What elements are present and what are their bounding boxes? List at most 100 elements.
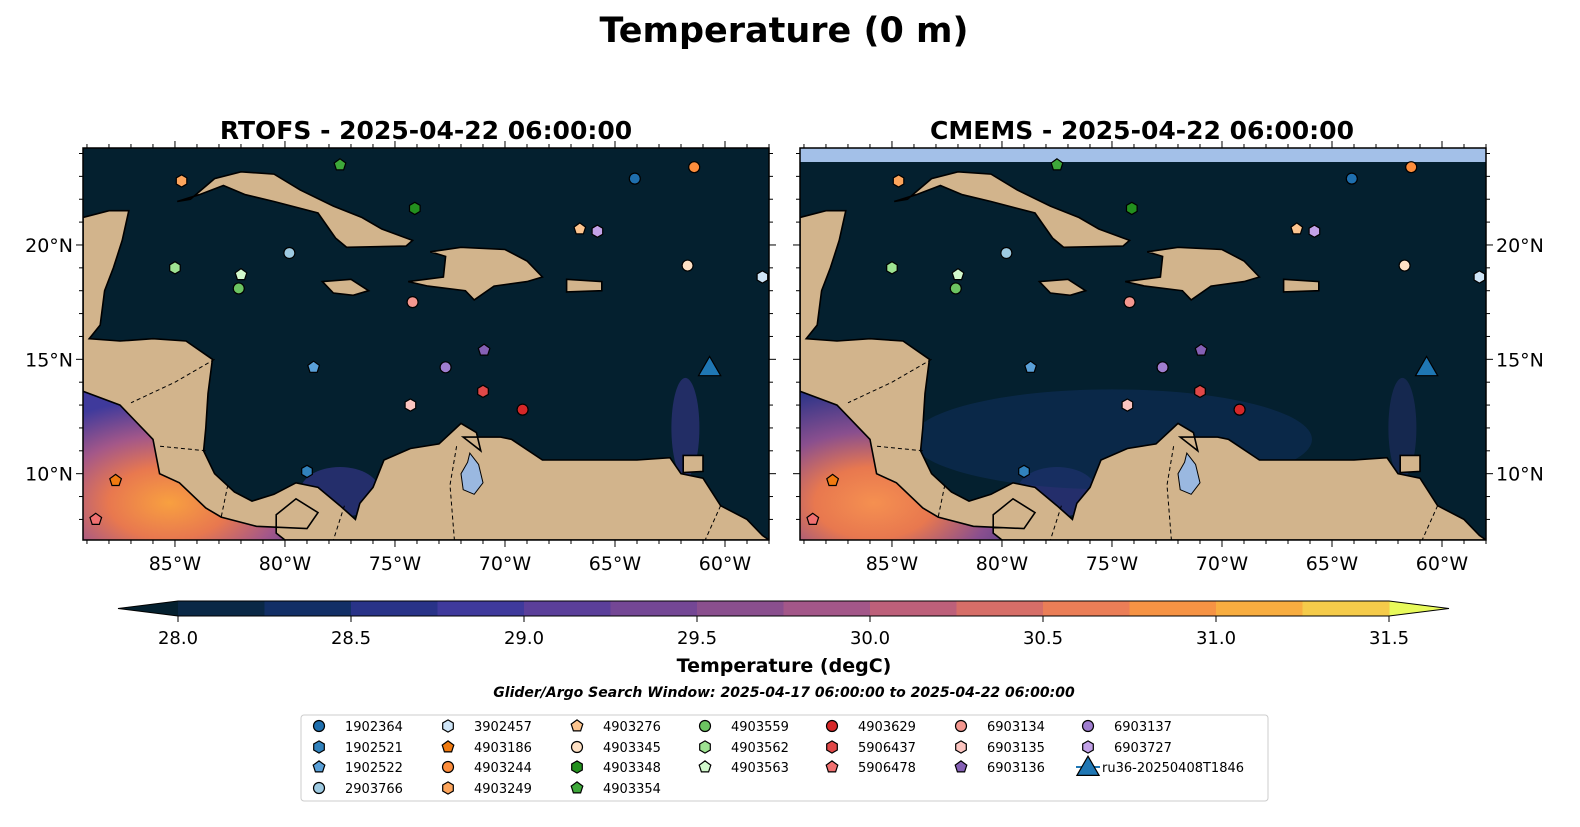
legend-item: 6903134 bbox=[954, 719, 1045, 735]
marker-5906478 bbox=[825, 760, 839, 773]
x-tick-label: 85°W bbox=[866, 553, 919, 575]
marker-1902364 bbox=[1345, 172, 1358, 185]
legend-label: 6903136 bbox=[987, 761, 1045, 776]
marker-6903727 bbox=[1082, 740, 1094, 754]
marker-4903563 bbox=[234, 267, 248, 281]
legend-label: 6903727 bbox=[1114, 741, 1172, 756]
legend-label: 4903244 bbox=[474, 761, 532, 776]
marker-5906437 bbox=[477, 384, 489, 399]
marker-ru36-20250408T1846 bbox=[1414, 355, 1439, 377]
marker-1902364 bbox=[628, 172, 641, 185]
legend-item: 4903244 bbox=[441, 760, 532, 776]
marker-6903135 bbox=[1121, 398, 1134, 412]
country-border bbox=[1049, 505, 1062, 540]
marker-6903727 bbox=[1308, 224, 1321, 238]
marker-4903559 bbox=[698, 719, 712, 733]
country-border bbox=[220, 484, 229, 518]
land-hispaniola bbox=[408, 246, 544, 301]
land-mainland bbox=[800, 209, 1486, 540]
country-border bbox=[1421, 505, 1439, 540]
colorbar-tick-label: 31.0 bbox=[1196, 628, 1236, 649]
marker-4903345 bbox=[1398, 259, 1411, 272]
legend-item: 5906437 bbox=[826, 740, 916, 756]
legend-label: 4903249 bbox=[474, 782, 532, 797]
x-tick-label: 80°W bbox=[259, 553, 312, 575]
map-frame bbox=[799, 147, 1487, 541]
marker-6903134 bbox=[1123, 296, 1136, 309]
legend-item: 4903562 bbox=[699, 740, 789, 756]
marker-4903348 bbox=[571, 760, 583, 774]
marker-1902364 bbox=[312, 719, 326, 733]
marker-4903345 bbox=[570, 740, 584, 754]
country-border bbox=[559, 539, 560, 540]
colorbar-segment bbox=[870, 601, 957, 616]
y-tick-label: 20°N bbox=[25, 235, 73, 257]
legend-label: 4903348 bbox=[603, 761, 661, 776]
y-tick-label: 20°N bbox=[1496, 235, 1544, 257]
marker-3902457 bbox=[756, 270, 769, 284]
legend-item: 4903559 bbox=[698, 719, 789, 735]
marker-4903559 bbox=[949, 282, 962, 295]
marker-4903186 bbox=[441, 740, 455, 753]
marker-4903244 bbox=[1405, 161, 1418, 174]
marker-4903563 bbox=[951, 267, 965, 281]
x-tick-label: 60°W bbox=[699, 553, 752, 575]
legend-item: 1902522 bbox=[312, 760, 403, 776]
country-border bbox=[159, 445, 206, 452]
legend-label: 4903559 bbox=[731, 720, 789, 735]
map-content bbox=[800, 148, 1486, 540]
colorbar-segment bbox=[783, 601, 871, 616]
country-border bbox=[130, 358, 215, 404]
country-border bbox=[847, 358, 932, 404]
legend-item: 4903629 bbox=[825, 719, 916, 735]
marker-4903249 bbox=[442, 781, 454, 795]
colorbar-segment bbox=[1302, 601, 1390, 616]
marker-4903276 bbox=[1290, 222, 1304, 235]
warm-shading-antilles bbox=[671, 377, 700, 478]
legend-item: 5906478 bbox=[825, 760, 916, 776]
marker-4903559 bbox=[232, 282, 245, 295]
land-cuba bbox=[176, 170, 415, 249]
legend-label: 4903186 bbox=[474, 741, 532, 756]
colorbar-label: Temperature (degC) bbox=[677, 655, 892, 677]
marker-6903135 bbox=[404, 398, 417, 412]
marker-4903249 bbox=[175, 174, 188, 188]
marker-4903276 bbox=[573, 222, 587, 235]
colorbar-tick-label: 29.0 bbox=[504, 628, 544, 649]
legend-label: 1902521 bbox=[345, 741, 403, 756]
map-frame bbox=[82, 147, 770, 541]
legend-label: 5906437 bbox=[858, 741, 916, 756]
marker-1902522 bbox=[307, 360, 321, 373]
colorbar-segment bbox=[956, 601, 1044, 616]
colorbar-tick-label: 28.5 bbox=[331, 628, 371, 649]
legend-label: 5906478 bbox=[858, 761, 916, 776]
land-cuba bbox=[893, 170, 1132, 249]
x-tick-label: 70°W bbox=[1196, 553, 1249, 575]
marker-5906478 bbox=[806, 512, 820, 526]
marker-5906437 bbox=[1194, 384, 1206, 399]
warm-pacific-shading bbox=[83, 391, 329, 540]
colorbar-extend-over bbox=[1389, 601, 1449, 616]
legend-item: 4903348 bbox=[571, 760, 661, 776]
marker-1902522 bbox=[1024, 360, 1038, 373]
x-tick-label: 85°W bbox=[149, 553, 202, 575]
marker-4903562 bbox=[699, 740, 711, 754]
warm-shading-antilles bbox=[1388, 377, 1417, 478]
country-border bbox=[332, 505, 345, 540]
legend-item: 6903135 bbox=[955, 740, 1045, 756]
legend-item: 4903186 bbox=[441, 740, 532, 756]
legend-item: 4903354 bbox=[570, 781, 661, 797]
legend-label: 6903137 bbox=[1114, 720, 1172, 735]
marker-2903766 bbox=[312, 781, 326, 795]
legend-item: 4903249 bbox=[442, 781, 532, 797]
marker-4903348 bbox=[1125, 201, 1138, 216]
marker-4903244 bbox=[688, 161, 701, 174]
colorbar-segment bbox=[1043, 601, 1130, 616]
marker-4903562 bbox=[886, 261, 898, 275]
figure-title: Temperature (0 m) bbox=[600, 11, 969, 51]
marker-4903186 bbox=[826, 473, 840, 487]
country-border bbox=[1276, 539, 1277, 540]
legend-label: 1902364 bbox=[345, 720, 403, 735]
marker-4903354 bbox=[570, 781, 584, 794]
marker-4903244 bbox=[441, 760, 455, 774]
